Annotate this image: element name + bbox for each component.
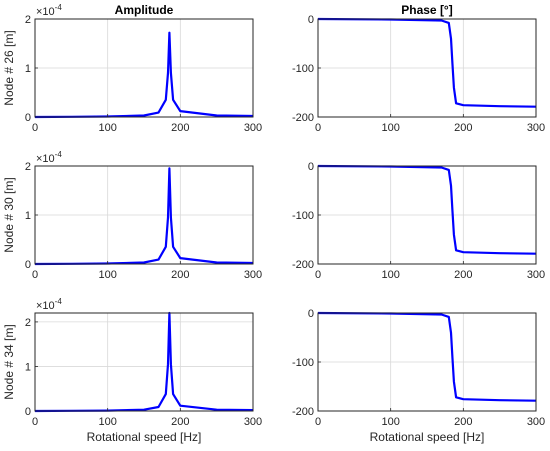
ax6-ytick-label: -200 bbox=[292, 406, 314, 418]
ax5-border bbox=[34, 312, 254, 412]
ax5-frame bbox=[34, 312, 254, 412]
ax1-ytick-label: 0 bbox=[25, 112, 31, 124]
ax5-xtick-label: 100 bbox=[98, 416, 116, 428]
ax2-xtick-label: 0 bbox=[315, 122, 321, 134]
ax3-ylabel: Node # 30 [m] bbox=[2, 177, 16, 252]
ax1-xtick-label: 100 bbox=[98, 122, 116, 134]
ax4-xtick-label: 200 bbox=[454, 269, 472, 281]
ax4-ytick-label: -100 bbox=[292, 210, 314, 222]
ax2-xtick-label: 100 bbox=[381, 122, 399, 134]
ax6-xlabel: Rotational speed [Hz] bbox=[370, 430, 485, 444]
ax4-ytick-label: -200 bbox=[292, 259, 314, 271]
ax3-y-multiplier-exponent: -4 bbox=[55, 150, 63, 159]
ax2-ytick-label: 0 bbox=[308, 14, 314, 26]
ax1-y-multiplier-exponent: -4 bbox=[55, 3, 63, 12]
ax6-ytick-label: 0 bbox=[308, 308, 314, 320]
ax5-ylabel: Node # 34 [m] bbox=[2, 324, 16, 399]
ax3-y-multiplier: ×10-4 bbox=[36, 150, 62, 165]
ax5-ytick-label: 1 bbox=[25, 361, 31, 373]
ax1-ytick-label: 1 bbox=[25, 63, 31, 75]
ax4-xtick-label: 300 bbox=[527, 269, 545, 281]
ax2-title: Phase [°] bbox=[401, 3, 452, 17]
ax5-xlabel: Rotational speed [Hz] bbox=[87, 430, 202, 444]
ax6-series-line bbox=[317, 311, 537, 402]
ax1-xtick-label: 200 bbox=[171, 122, 189, 134]
ax3-xtick-label: 0 bbox=[32, 269, 38, 281]
ax5-ytick-label: 0 bbox=[25, 406, 31, 418]
ax3-xtick-label: 200 bbox=[171, 269, 189, 281]
ax3-ytick-label: 2 bbox=[25, 161, 31, 173]
ax4-xtick-label: 0 bbox=[315, 269, 321, 281]
ax5-xtick-label: 300 bbox=[244, 416, 262, 428]
ax2-ytick-label: -100 bbox=[292, 63, 314, 75]
ax6-ytick-label: -100 bbox=[292, 357, 314, 369]
ax5-y-multiplier: ×10-4 bbox=[36, 297, 62, 312]
ax2-xtick-label: 300 bbox=[527, 122, 545, 134]
ax3-xtick-label: 300 bbox=[244, 269, 262, 281]
ax3-xtick-label: 100 bbox=[98, 269, 116, 281]
ax1-xtick-label: 300 bbox=[244, 122, 262, 134]
ax5-xtick-label: 200 bbox=[171, 416, 189, 428]
ax6-xtick-label: 300 bbox=[527, 416, 545, 428]
ax2-xtick-label: 200 bbox=[454, 122, 472, 134]
ax1-ytick-label: 2 bbox=[25, 14, 31, 26]
ax6-xtick-label: 200 bbox=[454, 416, 472, 428]
ax1-title: Amplitude bbox=[115, 3, 174, 17]
ax2-series-line bbox=[317, 17, 537, 108]
ax6-xtick-label: 100 bbox=[381, 416, 399, 428]
ax3-ytick-label: 1 bbox=[25, 210, 31, 222]
ax2-ytick-label: -200 bbox=[292, 112, 314, 124]
ax5-xtick-label: 0 bbox=[32, 416, 38, 428]
ax4-ytick-label: 0 bbox=[308, 161, 314, 173]
ax6-xtick-label: 0 bbox=[315, 416, 321, 428]
ax4-series-line bbox=[317, 164, 537, 255]
ax1-ylabel: Node # 26 [m] bbox=[2, 30, 16, 105]
ax1-y-multiplier: ×10-4 bbox=[36, 3, 62, 18]
ax4-xtick-label: 100 bbox=[381, 269, 399, 281]
ax1-xtick-label: 0 bbox=[32, 122, 38, 134]
ax3-ytick-label: 0 bbox=[25, 259, 31, 271]
ax5-ytick-label: 2 bbox=[25, 317, 31, 329]
ax5-y-multiplier-exponent: -4 bbox=[55, 297, 63, 306]
